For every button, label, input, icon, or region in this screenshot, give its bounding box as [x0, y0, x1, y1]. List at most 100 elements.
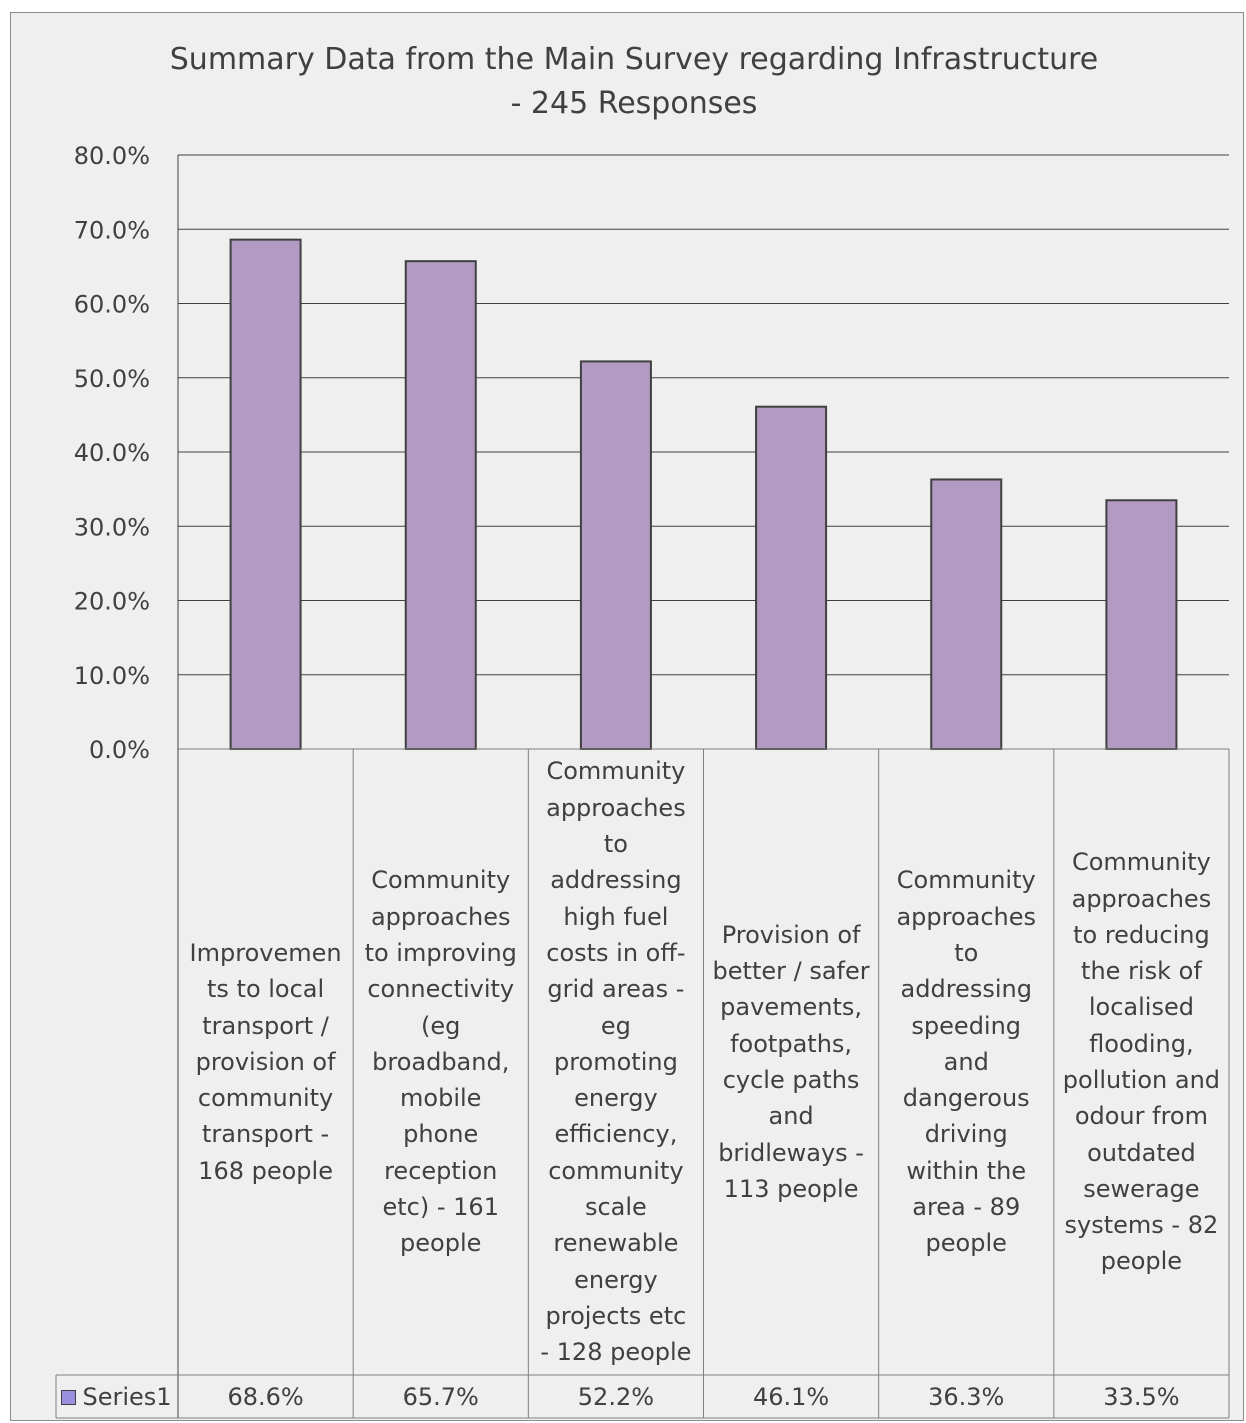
category-label-line: grid areas -: [547, 975, 685, 1004]
category-label-line: within the: [906, 1156, 1027, 1185]
category-label-line: to: [603, 830, 628, 859]
category-label-line: projects etc: [545, 1301, 687, 1330]
category-label-line: ts to local: [206, 975, 325, 1004]
legend-label: Series1: [82, 1383, 172, 1411]
category-label-line: approaches: [896, 902, 1037, 931]
category-label-line: etc) - 161: [382, 1193, 499, 1222]
y-tick-label: 0.0%: [89, 736, 150, 764]
category-label-line: approaches: [370, 902, 511, 931]
data-table-value: 65.7%: [402, 1383, 479, 1411]
category-label-line: pavements,: [720, 993, 862, 1022]
category-label-line: connectivity: [367, 975, 515, 1004]
category-label-line: odour from: [1074, 1102, 1208, 1131]
category-label-line: to reducing: [1073, 920, 1210, 949]
category-label-line: addressing: [550, 866, 682, 895]
category-label-line: Community: [1071, 848, 1211, 877]
category-label-line: costs in off-: [546, 938, 686, 967]
category-label: Community approaches to addressing high fuel…: [528, 751, 703, 1373]
data-table-value: 46.1%: [752, 1383, 830, 1411]
bar: [579, 360, 652, 750]
bar: [229, 238, 302, 751]
category-label-line: driving: [924, 1120, 1008, 1149]
category-label-line: scale: [584, 1193, 647, 1222]
data-table-value: 33.5%: [1103, 1383, 1180, 1411]
category-label-line: Improvemen: [189, 938, 342, 967]
data-table-value: 68.6%: [227, 1383, 304, 1411]
category-label-line: speeding: [911, 1011, 1022, 1040]
category-label-line: sewerage: [1083, 1174, 1200, 1203]
category-label-line: reception: [384, 1156, 498, 1185]
category-label-line: (eg: [421, 1011, 461, 1040]
category-label: Community approaches to reducing the risk o…: [1054, 751, 1229, 1373]
data-table-value: 52.2%: [577, 1383, 655, 1411]
y-tick-label: 20.0%: [74, 588, 150, 616]
category-label-line: and: [768, 1102, 814, 1131]
category-label-line: cycle paths: [722, 1066, 860, 1094]
category-label-line: flooding,: [1089, 1029, 1194, 1058]
category-label-line: community: [197, 1084, 334, 1113]
category-label-line: people: [1100, 1247, 1183, 1276]
category-label-line: better / safer: [712, 957, 870, 986]
category-label-line: community: [548, 1156, 684, 1185]
bar: [755, 405, 828, 750]
y-tick-label: 50.0%: [74, 365, 150, 393]
category-label-line: to: [954, 938, 979, 967]
category-label: Provision of better / safer pavements, foot…: [704, 751, 879, 1373]
category-label-line: people: [400, 1229, 482, 1258]
bar: [930, 478, 1003, 750]
chart-title-line-2: - 245 Responses: [510, 86, 758, 121]
category-label-line: provision of: [195, 1047, 336, 1076]
category-label-line: 113 people: [723, 1174, 859, 1203]
category-label-line: 168 people: [198, 1156, 333, 1185]
category-label-line: high fuel: [563, 902, 669, 931]
category-label-line: energy: [574, 1084, 658, 1113]
category-label-line: phone: [403, 1120, 479, 1149]
category-label-line: addressing: [900, 975, 1032, 1004]
category-label-line: broadband,: [372, 1047, 510, 1076]
category-label-line: Community: [546, 757, 686, 786]
category-label-line: Community: [896, 866, 1036, 895]
category-label-line: area - 89: [912, 1193, 1021, 1222]
category-label-line: footpaths,: [730, 1029, 853, 1058]
data-table-value: 36.3%: [928, 1383, 1005, 1411]
category-label-line: renewable: [553, 1229, 679, 1258]
category-label-line: systems - 82: [1064, 1211, 1219, 1240]
y-tick-label: 10.0%: [74, 662, 150, 690]
category-label-line: and: [943, 1047, 989, 1076]
category-label-line: transport /: [202, 1011, 329, 1040]
category-label-line: dangerous: [902, 1084, 1030, 1113]
category-label: Community approaches to addressing speeding a…: [879, 751, 1054, 1373]
chart-title-line-1: Summary Data from the Main Survey regard…: [169, 42, 1099, 77]
legend-series1: Series1: [56, 1375, 177, 1419]
category-label-line: transport -: [201, 1120, 330, 1149]
category-label: Community approaches to improving connectiv…: [353, 751, 528, 1373]
y-tick-label: 70.0%: [74, 216, 150, 244]
bar: [404, 260, 477, 750]
category-label-line: energy: [574, 1265, 658, 1294]
category-label-line: Provision of: [721, 920, 861, 949]
category-label-line: efficiency,: [554, 1120, 678, 1149]
category-label-line: localised: [1088, 993, 1194, 1022]
y-tick-label: 40.0%: [74, 439, 150, 467]
category-label-line: mobile: [400, 1084, 482, 1113]
category-label-line: pollution and: [1062, 1066, 1221, 1094]
category-label-line: Community: [371, 866, 511, 895]
category-label-line: approaches: [546, 793, 686, 822]
category-label-line: eg: [600, 1011, 631, 1040]
category-label-line: bridleways -: [718, 1138, 864, 1167]
category-label-line: outdated: [1087, 1138, 1196, 1167]
y-tick-label: 60.0%: [74, 291, 150, 319]
legend-key: [61, 1389, 77, 1405]
category-label: Improvemen ts to local transport / provisio…: [178, 751, 353, 1373]
category-label-line: the risk of: [1081, 957, 1202, 986]
y-tick-label: 30.0%: [74, 513, 150, 541]
category-label-line: - 128 people: [540, 1338, 692, 1367]
bar: [1105, 499, 1178, 751]
category-label-line: people: [925, 1229, 1007, 1258]
category-label-line: to improving: [364, 938, 517, 967]
chart-title: Summary Data from the Main Survey regard…: [134, 38, 1134, 126]
y-tick-label: 80.0%: [74, 142, 150, 170]
category-label-line: promoting: [553, 1047, 678, 1076]
category-label-line: approaches: [1071, 884, 1212, 913]
